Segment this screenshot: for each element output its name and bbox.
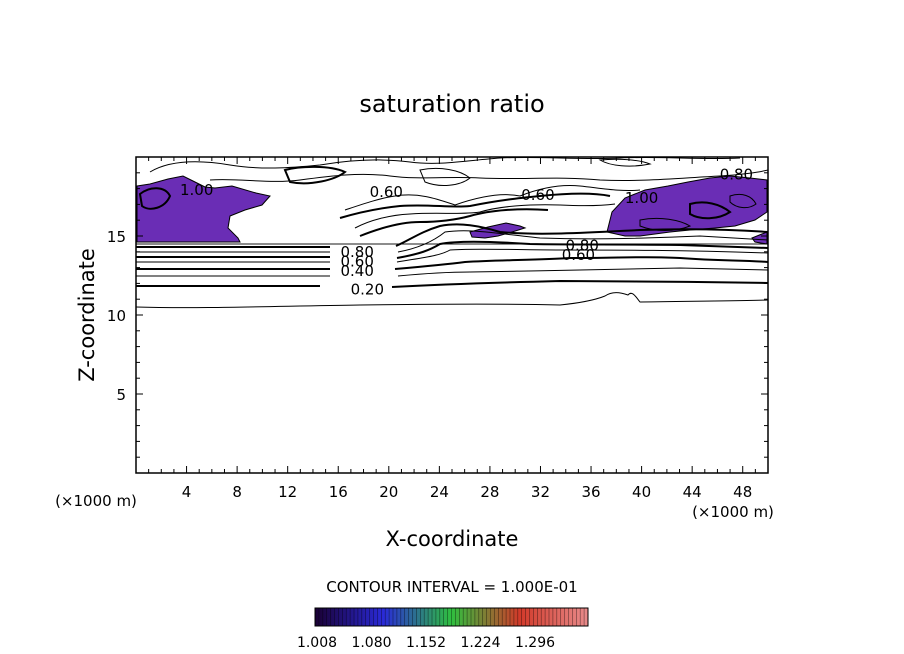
colorbar-tick-label: 1.152 [406,635,446,651]
contour-line [136,256,768,270]
contour-line [729,193,757,209]
chart-title: saturation ratio [359,90,544,118]
contour-line [598,158,652,167]
contour-label: 0.80 [340,243,373,261]
contour-interval-label: CONTOUR INTERVAL = 1.000E-01 [326,578,577,596]
contour-line [359,208,549,237]
supersaturation-fill [136,175,768,245]
contour-label: 1.00 [180,181,213,199]
colorbar-tick-label: 1.296 [515,635,555,651]
contour-line [283,165,347,185]
contour-label: 0.80 [720,165,753,183]
x-tick-label: 48 [733,483,752,501]
x-tick-label: 8 [232,483,242,501]
contour-line [354,203,616,229]
contour-line [136,292,768,309]
x-tick-label: 44 [683,483,702,501]
contour-line [639,217,692,231]
y-tick-label: 5 [116,386,126,404]
colorbar-tick-label: 1.080 [351,635,391,651]
colorbar-tick-label: 1.008 [297,635,337,651]
x-tick-label: 24 [430,483,449,501]
contour-line [136,223,768,248]
contour-line [209,169,768,182]
x-tick-label: 36 [581,483,600,501]
contour-line [136,267,768,277]
y-tick-label: 10 [107,307,126,325]
x-unit-label-left: (×1000 m) [55,492,137,510]
colorbar-labels: 1.008 1.080 1.152 1.224 1.296 [297,635,555,651]
x-tick-label: 16 [329,483,348,501]
contour-line [339,192,611,219]
x-tick-label: 20 [379,483,398,501]
x-tick-label: 4 [182,483,192,501]
x-axis-title: X-coordinate [386,527,519,551]
contour-line [136,248,768,263]
fill-left [136,175,271,243]
x-tick-labels: 4 8 12 16 20 24 28 32 36 40 44 48 [182,483,752,501]
fill-right [606,175,768,237]
colorbar-bands [318,608,585,626]
contour-line [138,187,172,210]
contour-label: 0.60 [521,186,554,204]
contour-label: 0.80 [565,236,598,254]
contour-line [344,185,641,211]
contour-lines [136,157,768,309]
contour-line [136,230,768,253]
contour-labels: 0.200.400.600.800.60 0.600.800.601.00 1.00… [180,165,753,298]
contour-line [149,157,741,173]
fill-right-edge [751,231,768,245]
contour-line [419,167,471,186]
y-tick-labels: 5 10 15 [107,228,126,404]
contour-label: 1.00 [625,189,658,207]
colorbar-tick-label: 1.224 [460,635,500,651]
x-tick-label: 28 [480,483,499,501]
y-tick-label: 15 [107,228,126,246]
contour-label: 0.40 [340,262,373,280]
contour-line [689,201,732,220]
contour-line [136,240,768,259]
axis-ticks [136,157,768,473]
contour-label: 0.20 [351,281,384,299]
x-tick-label: 32 [531,483,550,501]
contour-line [136,279,768,288]
contour-label: 0.60 [340,252,373,270]
x-tick-label: 40 [632,483,651,501]
contour-label: 0.60 [562,246,595,264]
x-unit-label-right: (×1000 m) [692,503,774,521]
contour-label: 0.60 [370,183,403,201]
x-tick-label: 12 [278,483,297,501]
y-axis-title: Z-coordinate [75,248,99,382]
